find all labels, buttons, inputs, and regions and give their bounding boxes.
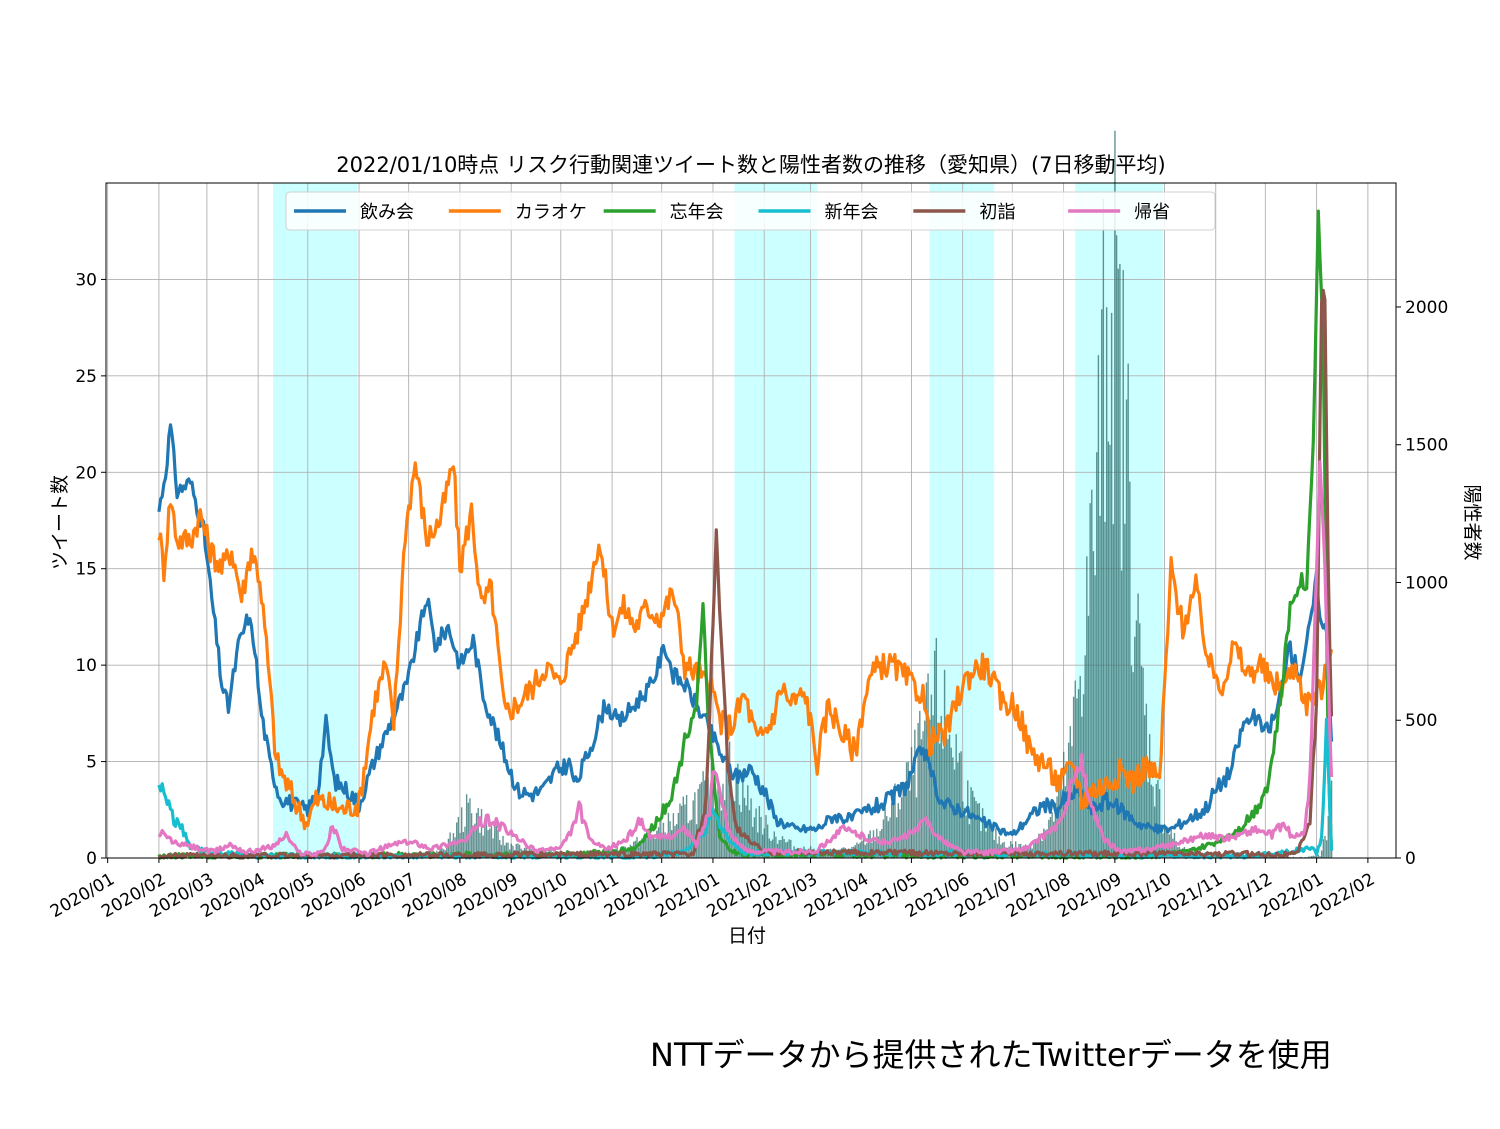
positives-bar <box>699 784 700 858</box>
positives-bar <box>1109 445 1110 858</box>
positives-bar <box>1147 782 1148 858</box>
y-right-tick-label: 1000 <box>1405 573 1448 593</box>
positives-bar <box>960 751 961 858</box>
positives-bar <box>946 729 947 858</box>
positives-bar <box>934 651 935 858</box>
y-axis-title: ツイート数 <box>49 475 71 570</box>
positives-bar <box>1326 840 1327 858</box>
positives-bar <box>972 791 973 858</box>
positives-bar <box>688 823 689 858</box>
positives-bar <box>1063 752 1064 858</box>
positives-bar <box>1088 616 1089 858</box>
positives-bar <box>476 813 477 858</box>
positives-bar <box>912 775 913 858</box>
y-tick-label: 10 <box>75 656 97 676</box>
positives-bar <box>917 723 918 858</box>
x-axis-title: 日付 <box>728 925 766 947</box>
positives-bar <box>1106 307 1107 858</box>
positives-bar <box>468 803 469 858</box>
positives-bar <box>1116 235 1117 858</box>
positives-bar <box>1321 851 1322 858</box>
positives-bar <box>478 808 479 858</box>
positives-bar <box>1103 199 1104 858</box>
positives-bar <box>914 730 915 858</box>
y-tick-label: 15 <box>75 560 97 580</box>
positives-bar <box>1144 715 1145 858</box>
y-tick-label: 30 <box>75 270 97 290</box>
positives-bar <box>911 747 912 858</box>
positives-bar <box>1048 820 1049 858</box>
positives-bar <box>906 762 907 858</box>
positives-bar <box>1101 309 1102 858</box>
positives-bar <box>1131 666 1132 858</box>
positives-bar <box>924 721 925 858</box>
positives-bar <box>909 790 910 858</box>
positives-bar <box>898 803 899 858</box>
legend: 飲み会 カラオケ 忘年会 新年会 初詣 帰省 <box>286 192 1215 230</box>
positives-bar <box>1146 704 1147 858</box>
positives-bar <box>936 638 937 858</box>
data-credit: NTTデータから提供されたTwitterデータを使用 <box>650 1030 1470 1076</box>
positives-bar <box>469 798 470 858</box>
y-axis-right-title: 陽性者数 <box>1461 484 1483 560</box>
positives-bar <box>461 807 462 858</box>
positives-bar <box>1104 522 1105 858</box>
positives-bar <box>955 734 956 858</box>
positives-bar <box>1078 689 1079 858</box>
positives-bar <box>466 794 467 858</box>
y-right-tick-label: 500 <box>1405 711 1437 731</box>
positives-bar <box>1121 571 1122 858</box>
positives-bar <box>970 787 971 858</box>
y-right-tick-label: 0 <box>1405 849 1416 869</box>
positives-bar <box>1114 131 1115 858</box>
positives-bar <box>712 789 713 858</box>
legend-label: 飲み会 <box>360 202 414 223</box>
positives-bar <box>1129 482 1130 858</box>
positives-bar <box>974 797 975 858</box>
positives-bar <box>722 784 723 858</box>
positives-bar <box>1051 812 1052 858</box>
positives-bar <box>1323 839 1324 858</box>
positives-bar <box>901 797 902 858</box>
positives-bar <box>949 735 950 858</box>
y-tick-label: 20 <box>75 463 97 483</box>
positives-bar <box>747 785 748 858</box>
positives-bar <box>884 806 885 858</box>
legend-label: 初詣 <box>979 202 1015 223</box>
emergency-period-band <box>734 183 817 858</box>
positives-bar <box>1149 734 1150 858</box>
positives-bar <box>967 780 968 858</box>
positives-bar <box>1137 593 1138 858</box>
positives-bar <box>481 809 482 858</box>
emergency-period-band <box>273 183 357 858</box>
positives-bar <box>919 711 920 858</box>
positives-bar <box>1111 313 1112 858</box>
y-tick-label: 5 <box>86 753 97 773</box>
legend-label: カラオケ <box>515 202 587 223</box>
y-right-tick-label: 1500 <box>1405 436 1448 456</box>
chart-title: 2022/01/10時点 リスク行動関連ツイート数と陽性者数の推移（愛知県）(7… <box>336 153 1165 177</box>
positives-bar <box>944 670 945 858</box>
positives-bar <box>1132 672 1133 858</box>
legend-label: 帰省 <box>1134 202 1170 223</box>
positives-bar <box>1324 836 1325 858</box>
positives-bar <box>921 739 922 858</box>
positives-bar <box>1126 400 1127 858</box>
legend-label: 忘年会 <box>670 202 724 223</box>
y-right-tick-label: 2000 <box>1405 298 1448 318</box>
legend-label: 新年会 <box>825 202 879 223</box>
positives-bar <box>1086 556 1087 858</box>
y-tick-label: 0 <box>86 849 97 869</box>
positives-bar <box>1084 655 1085 858</box>
y-tick-label: 25 <box>75 367 97 387</box>
